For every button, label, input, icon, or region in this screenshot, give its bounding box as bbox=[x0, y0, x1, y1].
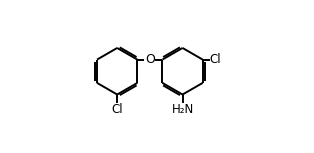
Text: Cl: Cl bbox=[209, 53, 221, 66]
Text: Cl: Cl bbox=[111, 103, 123, 116]
Text: O: O bbox=[145, 53, 155, 66]
Text: H₂N: H₂N bbox=[171, 103, 194, 116]
